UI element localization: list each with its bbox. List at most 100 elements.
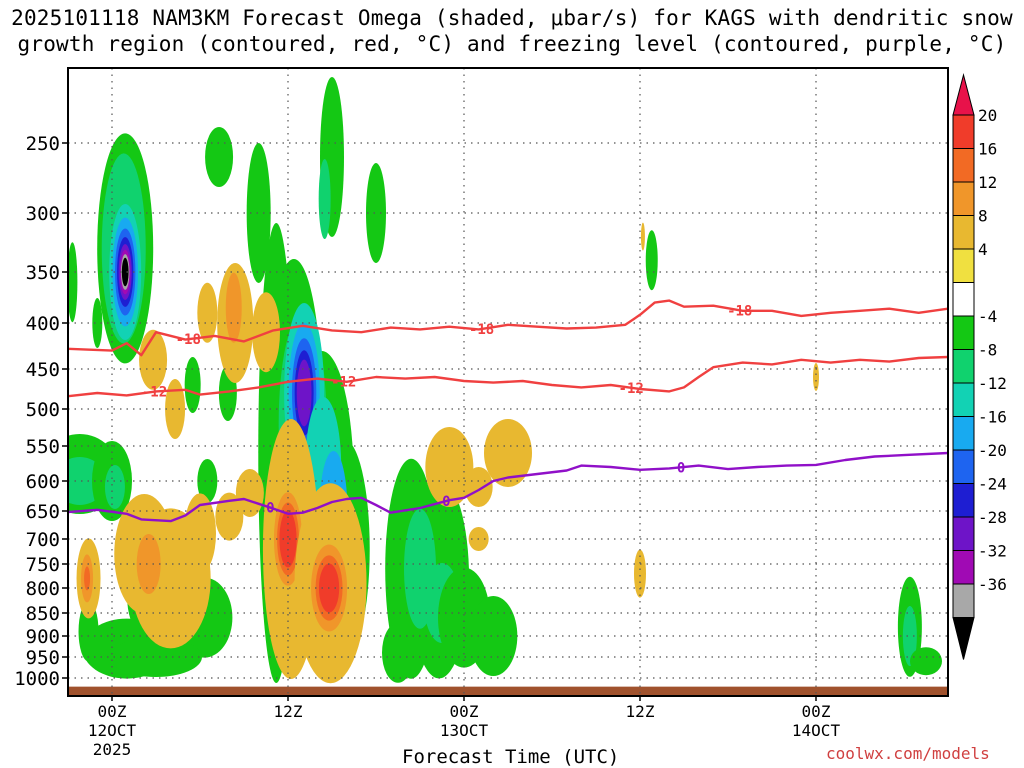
- colorbar-swatch: [952, 349, 975, 384]
- omega-area: [84, 566, 91, 591]
- x-tick-label: 12Z: [626, 702, 655, 721]
- colorbar-label: -20: [978, 441, 1007, 460]
- colorbar-label: -32: [978, 542, 1007, 561]
- y-tick-label: 850: [26, 603, 60, 625]
- colorbar-swatch: [952, 315, 975, 350]
- x-tick-date: 13OCT: [440, 721, 489, 740]
- colorbar-swatch: [952, 483, 975, 518]
- colorbar-swatch: [952, 181, 975, 216]
- colorbar-label: -16: [978, 408, 1007, 427]
- colorbar-swatch: [952, 148, 975, 183]
- omega-area: [215, 492, 244, 541]
- colorbar-max-arrow: [952, 73, 975, 116]
- y-tick-label: 350: [26, 262, 60, 284]
- x-tick-date: 12OCT: [88, 721, 137, 740]
- y-tick-label: 900: [26, 626, 60, 648]
- omega-core-downward: [279, 510, 297, 568]
- colorbar-label: 8: [978, 207, 988, 226]
- x-tick-label: 00Z: [802, 702, 831, 721]
- colorbar-label: -36: [978, 575, 1007, 594]
- y-tick-label: 750: [26, 554, 60, 576]
- x-tick-label: 12Z: [274, 702, 303, 721]
- colorbar-swatch: [952, 215, 975, 250]
- y-tick-label: 500: [26, 399, 60, 421]
- y-tick-label: 300: [26, 203, 60, 225]
- colorbar-swatch: [952, 382, 975, 417]
- y-tick-label: 950: [26, 647, 60, 669]
- y-tick-label: 400: [26, 313, 60, 335]
- colorbar-label: 16: [978, 140, 997, 159]
- omega-area: [165, 379, 186, 439]
- omega-area: [110, 637, 202, 677]
- colorbar-swatch: [952, 516, 975, 551]
- x-tick-label: 00Z: [98, 702, 127, 721]
- omega-area: [813, 363, 819, 391]
- omega-area: [318, 159, 331, 239]
- colorbar-swatch: [952, 282, 975, 317]
- colorbar-label: -24: [978, 475, 1007, 494]
- omega-area: [645, 230, 658, 291]
- colorbar-label: 4: [978, 240, 988, 259]
- contour-label: 0: [442, 494, 450, 510]
- chart-title-line-2: growth region (contoured, red, °C) and f…: [17, 32, 1007, 56]
- omega-core-upward: [121, 257, 129, 287]
- y-tick-label: 1000: [14, 668, 60, 690]
- contour-label: -18: [469, 322, 494, 338]
- omega-area: [205, 127, 234, 187]
- y-tick-label: 450: [26, 359, 60, 381]
- contour-label: -18: [176, 332, 201, 348]
- contour-line-0: [68, 451, 948, 523]
- omega-area: [104, 465, 125, 509]
- omega-area: [225, 272, 242, 343]
- contour-label: -18: [727, 303, 752, 319]
- contour-line--12: [68, 355, 948, 398]
- omega-area: [92, 298, 103, 348]
- colorbar-swatch: [952, 550, 975, 585]
- omega-area: [382, 622, 414, 683]
- y-tick-label: 800: [26, 578, 60, 600]
- y-tick-label: 650: [26, 501, 60, 523]
- colorbar-label: -12: [978, 374, 1007, 393]
- omega-area: [184, 357, 201, 413]
- omega-area: [634, 549, 646, 598]
- colorbar-label: -4: [978, 307, 997, 326]
- colorbar: 20 16 12 8 4 -4 -8 -12 -16 -20 -24 -28 -32 -36: [952, 73, 1007, 660]
- omega-area: [366, 163, 386, 263]
- contour-label: 0: [677, 460, 685, 476]
- omega-area: [68, 242, 78, 323]
- colorbar-swatch: [952, 449, 975, 484]
- omega-area: [484, 419, 532, 487]
- y-tick-label: 700: [26, 529, 60, 551]
- colorbar-min-arrow: [952, 617, 975, 660]
- contour-label: -12: [619, 381, 644, 397]
- colorbar-label: 12: [978, 173, 997, 192]
- omega-area: [464, 467, 493, 507]
- x-tick-date: 14OCT: [792, 721, 841, 740]
- omega-area: [197, 282, 218, 343]
- contour-line--18: [68, 299, 948, 357]
- omega-area: [246, 143, 271, 283]
- omega-area: [910, 647, 942, 676]
- omega-area: [139, 329, 168, 390]
- temperature-contours: -18 -18 -18 -12 -12 -12 0 0 0: [68, 299, 948, 523]
- omega-area: [902, 606, 917, 666]
- grid-lines: [68, 68, 948, 696]
- omega-area: [197, 459, 218, 503]
- colorbar-swatch: [952, 114, 975, 149]
- y-tick-label: 550: [26, 436, 60, 458]
- omega-area: [469, 596, 518, 676]
- x-tick-year: 2025: [93, 740, 132, 759]
- y-axis-ticks: 2503003504004505005506006507007508008509…: [14, 133, 68, 690]
- colorbar-swatch: [952, 248, 975, 283]
- terrain-surface: [68, 686, 948, 696]
- colorbar-label: -28: [978, 508, 1007, 527]
- colorbar-label: -8: [978, 341, 997, 360]
- colorbar-swatch: [952, 583, 975, 618]
- omega-area: [640, 222, 645, 251]
- source-credit[interactable]: coolwx.com/models: [826, 744, 990, 763]
- y-tick-label: 600: [26, 471, 60, 493]
- x-axis-title: Forecast Time (UTC): [402, 746, 620, 768]
- contour-label: -12: [331, 374, 356, 390]
